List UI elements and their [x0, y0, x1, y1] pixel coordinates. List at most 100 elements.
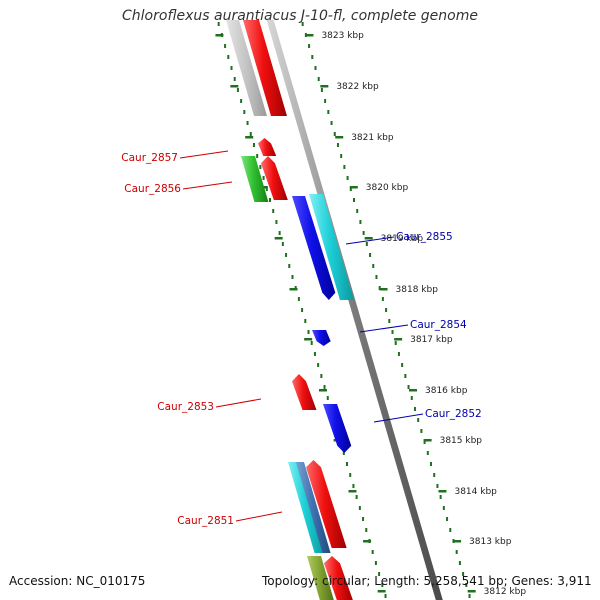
left-boundary-dot — [362, 517, 365, 521]
right-boundary-dot — [311, 55, 314, 59]
scale-tick — [289, 288, 298, 291]
gene-label-leader — [373, 413, 424, 423]
left-boundary-dot — [297, 297, 300, 301]
scale-tick — [230, 85, 239, 88]
gene-feature[interactable] — [292, 374, 317, 410]
left-boundary-dot — [355, 495, 358, 499]
gene-feature[interactable] — [296, 462, 331, 553]
right-boundary-dot — [446, 517, 449, 521]
right-boundary-dot — [375, 275, 378, 279]
gene-feature[interactable] — [323, 404, 352, 453]
scale-tick — [409, 389, 418, 392]
gene-feature[interactable] — [241, 156, 269, 202]
right-boundary-dot — [420, 429, 423, 433]
left-boundary-dot — [301, 308, 304, 312]
right-boundary-dot — [388, 319, 391, 323]
left-boundary-dot — [269, 198, 272, 202]
left-boundary-dot — [233, 77, 236, 81]
left-boundary-dot — [285, 253, 288, 257]
right-boundary-dot — [320, 88, 323, 92]
gene-feature[interactable] — [261, 156, 288, 200]
left-boundary-dot — [291, 275, 294, 279]
gene-label-leader — [359, 324, 409, 333]
right-boundary-dot — [417, 418, 420, 422]
left-boundary-dot — [227, 55, 230, 59]
left-boundary-dot — [275, 220, 278, 224]
gene-feature[interactable] — [312, 330, 331, 346]
gene-feature[interactable] — [307, 556, 334, 600]
left-boundary-dot — [349, 473, 352, 477]
left-boundary-dot — [224, 44, 227, 48]
right-boundary-dot — [458, 561, 461, 565]
gene-feature[interactable] — [288, 462, 325, 553]
right-boundary-dot — [359, 220, 362, 224]
right-boundary-dot — [410, 396, 413, 400]
gene-label[interactable]: Caur_2855 — [396, 231, 453, 243]
right-boundary-dot — [439, 495, 442, 499]
left-boundary-dot — [310, 341, 313, 345]
scale-tick — [215, 34, 224, 37]
right-boundary-dot — [362, 231, 365, 235]
right-boundary-dot — [317, 77, 320, 81]
right-boundary-dot — [346, 176, 349, 180]
gene-label[interactable]: Caur_2857 — [121, 152, 178, 164]
map-tracks — [215, 20, 476, 600]
right-boundary-dot — [336, 143, 339, 147]
right-boundary-dot — [353, 198, 356, 202]
right-boundary-dot — [436, 484, 439, 488]
scale-label: 3814 kbp — [454, 487, 497, 497]
right-boundary-dot — [407, 385, 410, 389]
right-boundary-dot — [468, 594, 471, 598]
left-boundary-dot — [384, 594, 387, 598]
gene-label-leader — [235, 511, 283, 522]
gene-label-leader — [215, 398, 262, 408]
right-boundary-dot — [372, 264, 375, 268]
scale-label: 3821 kbp — [351, 133, 394, 143]
scale-tick — [349, 186, 358, 189]
gene-label[interactable]: Caur_2851 — [177, 515, 234, 527]
gene-label[interactable]: Caur_2852 — [425, 408, 482, 420]
right-boundary-dot — [433, 473, 436, 477]
left-boundary-dot — [252, 143, 255, 147]
right-boundary-dot — [394, 341, 397, 345]
left-boundary-dot — [259, 165, 262, 169]
right-boundary-dot — [385, 308, 388, 312]
left-boundary-dot — [371, 550, 374, 554]
left-boundary-dot — [256, 154, 259, 158]
gene-feature[interactable] — [306, 460, 347, 548]
right-boundary-dot — [301, 22, 304, 26]
gene-label[interactable]: Caur_2853 — [157, 401, 214, 413]
gene-feature[interactable] — [258, 138, 277, 156]
right-boundary-dot — [365, 242, 368, 246]
right-boundary-dot — [465, 583, 468, 587]
right-boundary-dot — [343, 165, 346, 169]
right-boundary-dot — [426, 451, 429, 455]
gene-label[interactable]: Caur_2856 — [124, 183, 181, 195]
gene-label[interactable]: Caur_2854 — [410, 319, 467, 331]
left-boundary-dot — [272, 209, 275, 213]
gene-features[interactable] — [226, 20, 354, 600]
left-boundary-dot — [281, 242, 284, 246]
scale-label: 3816 kbp — [425, 386, 468, 396]
left-boundary-dot — [381, 583, 384, 587]
gene-feature[interactable] — [243, 20, 288, 116]
scale-tick — [364, 237, 373, 240]
left-boundary-dot — [346, 462, 349, 466]
left-boundary-dot — [317, 363, 320, 367]
left-boundary-dot — [326, 396, 329, 400]
right-boundary-dot — [324, 99, 327, 103]
scale-tick — [438, 490, 447, 493]
right-boundary-dot — [397, 352, 400, 356]
gene-feature[interactable] — [226, 20, 268, 116]
scale-tick — [348, 490, 357, 493]
scale-tick — [363, 540, 372, 543]
right-boundary-dot — [340, 154, 343, 158]
right-boundary-dot — [381, 297, 384, 301]
gene-feature[interactable] — [309, 194, 354, 300]
left-boundary-dot — [374, 561, 377, 565]
left-boundary-dot — [342, 451, 345, 455]
gene-feature[interactable] — [292, 196, 336, 300]
gene-feature[interactable] — [324, 556, 353, 600]
left-boundary-dot — [249, 132, 252, 136]
